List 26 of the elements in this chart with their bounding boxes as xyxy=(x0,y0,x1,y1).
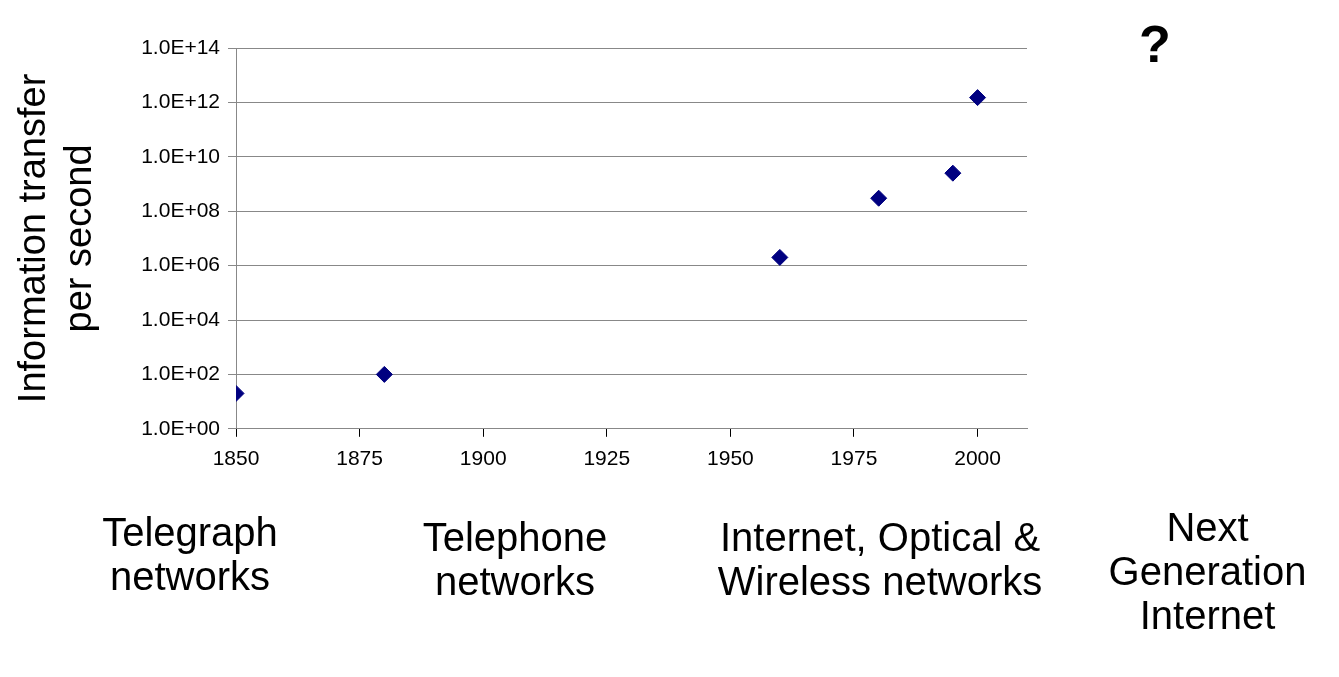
y-tick-label: 1.0E+02 xyxy=(141,361,221,385)
y-tick-label: 1.0E+06 xyxy=(141,252,221,276)
text: Telephone networks xyxy=(421,515,609,603)
y-tick-label: 1.0E+00 xyxy=(141,415,221,439)
x-tick-label: 1925 xyxy=(583,446,631,470)
text: ? xyxy=(1138,15,1172,73)
y-tick-label: 1.0E+08 xyxy=(141,198,221,221)
y-tick-label: 1.0E+12 xyxy=(141,89,221,113)
text: Internet, Optical & Wireless networks xyxy=(716,515,1044,603)
point xyxy=(771,248,789,266)
text: Next Generation Internet xyxy=(1107,505,1308,637)
point xyxy=(969,89,987,107)
x-tick-label: 2000 xyxy=(954,446,1001,470)
y-tick-label: 1.0E+14 xyxy=(141,34,221,58)
x-tick-label: 1950 xyxy=(707,446,754,470)
x-tick-label: 1975 xyxy=(830,446,878,470)
x-tick-label: 1875 xyxy=(336,446,383,470)
x-tick-label: 1900 xyxy=(459,446,507,470)
y-tick-label: 1.0E+04 xyxy=(141,306,221,330)
point xyxy=(944,164,962,182)
y-tick-label: 1.0E+10 xyxy=(141,143,221,167)
text: Telegraph networks xyxy=(101,510,279,598)
point xyxy=(870,189,888,207)
y-axis-title: Information transfer per second xyxy=(11,73,99,404)
x-tick-label: 1850 xyxy=(212,446,260,470)
point xyxy=(375,365,393,383)
